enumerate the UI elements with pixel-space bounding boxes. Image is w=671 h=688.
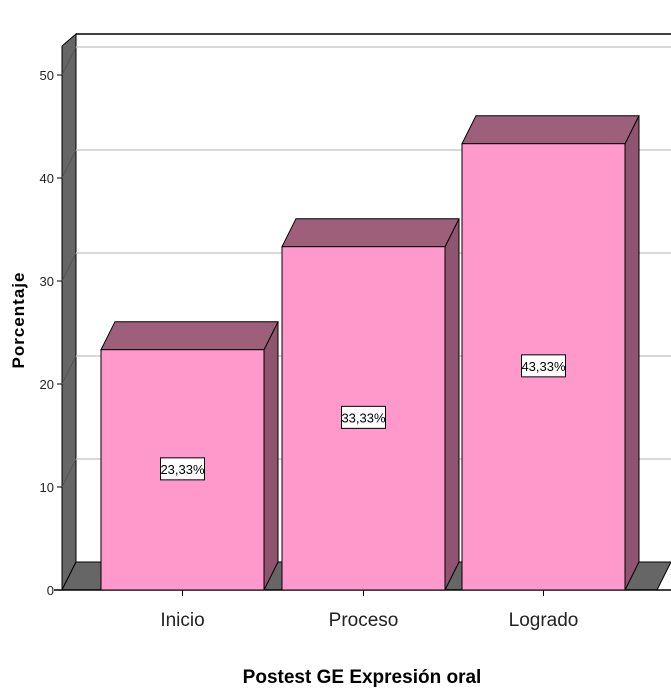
y-tick-label: 0	[47, 583, 54, 598]
y-axis-title: Porcentaje	[9, 272, 28, 369]
data-label: 33,33%	[341, 410, 386, 425]
y-tick-label: 40	[40, 171, 54, 186]
y-tick-label: 10	[40, 480, 54, 495]
bar-proceso: 33,33%	[281, 218, 460, 591]
data-label: 43,33%	[521, 359, 566, 374]
gridline-wall	[61, 149, 77, 179]
left-wall	[61, 32, 77, 591]
bar-top	[281, 218, 460, 248]
data-label-box	[160, 457, 205, 481]
gridline-wall	[61, 355, 77, 385]
gridline-wall	[61, 458, 77, 488]
x-axis-title: Postest GE Expresión oral	[243, 667, 482, 688]
bar-side	[263, 321, 279, 591]
y-axis-ticks: 0 10 20 30 40 50	[40, 68, 62, 598]
gridline-wall	[61, 46, 77, 76]
x-tick-label: Proceso	[329, 610, 399, 631]
data-label-box	[521, 354, 566, 378]
bar-side	[624, 115, 640, 591]
bars: 23,33% 33,33% 43,33%	[100, 115, 640, 591]
data-label: 23,33%	[160, 462, 205, 477]
y-tick-label: 50	[40, 68, 54, 83]
x-tick-label: Logrado	[509, 610, 579, 631]
x-tick-label: Inicio	[160, 610, 204, 631]
x-axis-category-labels: Inicio Proceso Logrado	[160, 590, 578, 631]
bar-logrado: 43,33%	[461, 115, 640, 591]
y-tick-label: 20	[40, 377, 54, 392]
bar-inicio: 23,33%	[100, 321, 279, 591]
bar-top	[461, 115, 640, 145]
bar-top	[100, 321, 279, 351]
bar-side	[444, 218, 460, 591]
data-label-box	[341, 405, 386, 429]
gridline-wall	[61, 252, 77, 282]
y-tick-label: 30	[40, 274, 54, 289]
